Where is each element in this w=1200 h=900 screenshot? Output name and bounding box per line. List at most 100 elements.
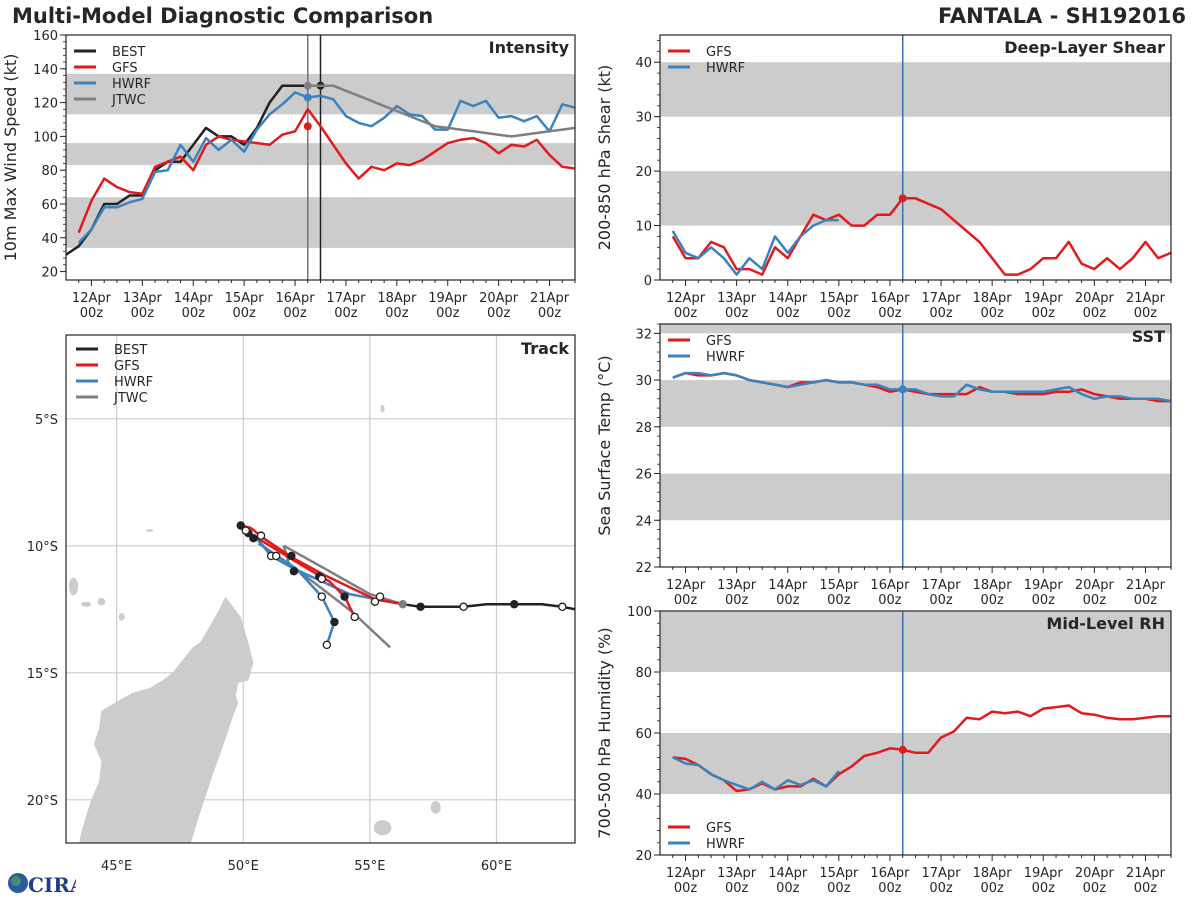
track-point-filled-gfs [340, 592, 349, 601]
panel-title: Intensity [489, 38, 570, 57]
chart-rh: 2040608010012Apr00z13Apr00z14Apr00z15Apr… [595, 605, 1172, 896]
series-line-hwrf [672, 371, 1171, 403]
series-line-jtwc [307, 84, 575, 138]
x-tick-label-date: 19Apr [1024, 578, 1064, 593]
x-tick-label-hour: 00z [878, 593, 902, 608]
x-tick-label-date: 15Apr [819, 291, 859, 306]
land-madagascar [79, 596, 254, 843]
track-point-open-hwrf [271, 551, 281, 561]
track-point-open-gfs [350, 612, 359, 622]
x-tick-label-hour: 00z [980, 306, 1004, 321]
land-island [69, 577, 79, 596]
x-tick-label-hour: 00z [776, 593, 800, 608]
y-tick-label: 120 [33, 97, 58, 112]
legend-label: GFS [706, 334, 732, 349]
x-tick-label-hour: 00z [1134, 881, 1158, 896]
x-tick-label-hour: 00z [827, 306, 851, 321]
x-tick-label-hour: 00z [674, 593, 698, 608]
x-tick-label-hour: 00z [827, 881, 851, 896]
track-point-open-best [241, 526, 251, 535]
track-point-open-best [256, 531, 266, 540]
x-tick-label-hour: 00z [1083, 593, 1107, 608]
shaded-band [660, 473, 1171, 521]
x-tick-label-hour: 00z [776, 881, 800, 896]
series-line-hwrf [672, 756, 840, 791]
shaded-band [660, 324, 1171, 334]
x-tick-label-date: 13Apr [717, 578, 757, 593]
storm-title: FANTALA - SH192016 [937, 4, 1186, 28]
marker-jtwc [303, 81, 312, 90]
track-line-gfs [240, 524, 404, 606]
legend-label: GFS [112, 61, 138, 76]
series-line-hwrf [671, 218, 839, 276]
legend-label: HWRF [114, 375, 153, 390]
x-tick-label-hour: 00z [1134, 593, 1158, 608]
lat-tick-label: 20°S [27, 794, 58, 809]
x-tick-label-hour: 00z [776, 306, 800, 321]
marker-hwrf [303, 93, 312, 102]
series-line-gfs [77, 108, 575, 234]
x-tick-label-hour: 00z [1032, 881, 1056, 896]
series-line-best [66, 84, 321, 256]
land-island [373, 820, 392, 836]
x-tick-label-date: 15Apr [819, 866, 859, 881]
lon-tick-label: 50°E [228, 859, 259, 874]
land-island [430, 801, 441, 814]
x-tick-label-date: 16Apr [276, 291, 316, 306]
x-tick-label-date: 13Apr [717, 291, 757, 306]
panel-title: Deep-Layer Shear [1004, 38, 1165, 57]
legend-label: JTWC [113, 391, 148, 406]
panel-title: Track [521, 339, 569, 358]
series-group [66, 81, 575, 256]
x-tick-label-date: 12Apr [666, 866, 706, 881]
track-point-filled-hwrf [330, 617, 339, 627]
marker-gfs [303, 122, 312, 131]
track-point-open-best [558, 602, 567, 612]
track-point-open-best [459, 602, 468, 612]
x-tick-label-hour: 00z [929, 593, 953, 608]
x-tick-label-date: 14Apr [768, 866, 808, 881]
x-tick-label-hour: 00z [725, 593, 749, 608]
legend-label: HWRF [706, 350, 745, 365]
legend-label: BEST [114, 343, 147, 358]
x-tick-label-hour: 00z [131, 306, 155, 321]
x-tick-label-date: 16Apr [870, 866, 910, 881]
y-tick-label: 30 [635, 111, 652, 126]
legend-label: HWRF [112, 77, 151, 92]
x-tick-label-hour: 00z [929, 881, 953, 896]
x-tick-label-hour: 00z [1083, 881, 1107, 896]
x-tick-label-hour: 00z [878, 306, 902, 321]
y-axis-label: 200-850 hPa Shear (kt) [595, 65, 614, 251]
globe-land-icon [11, 876, 21, 886]
x-tick-label-date: 16Apr [870, 578, 910, 593]
lon-tick-label: 55°E [354, 859, 385, 874]
x-tick-label-date: 12Apr [72, 291, 112, 306]
logo-text: CIRA [28, 873, 76, 896]
x-tick-label-date: 17Apr [922, 866, 962, 881]
y-tick-label: 30 [635, 374, 652, 389]
track-line-jtwc [283, 544, 404, 606]
series-group [671, 194, 1171, 276]
y-tick-label: 140 [33, 63, 58, 78]
x-tick-label-hour: 00z [674, 881, 698, 896]
x-tick-label-date: 12Apr [666, 578, 706, 593]
lat-tick-label: 5°S [35, 413, 58, 428]
y-axis-label: Sea Surface Temp (°C) [595, 355, 614, 535]
x-tick-label-hour: 00z [674, 306, 698, 321]
lon-tick-label: 45°E [101, 859, 132, 874]
map-area [66, 335, 575, 843]
x-tick-label-hour: 00z [1032, 593, 1056, 608]
chart-shear: 01020304012Apr00z13Apr00z14Apr00z15Apr00… [595, 34, 1172, 321]
x-tick-label-date: 18Apr [973, 291, 1013, 306]
chart-intensity: 2040608010012014016012Apr00z13Apr00z14Ap… [1, 29, 576, 321]
series-group [672, 704, 1171, 793]
x-tick-label-hour: 00z [436, 306, 460, 321]
legend-label: GFS [114, 359, 140, 374]
x-tick-label-date: 17Apr [922, 291, 962, 306]
y-tick-label: 22 [635, 561, 652, 576]
x-tick-label-date: 13Apr [123, 291, 163, 306]
x-tick-label-hour: 00z [980, 881, 1004, 896]
y-tick-label: 40 [635, 788, 652, 803]
x-tick-label-date: 12Apr [666, 291, 706, 306]
main-title: Multi-Model Diagnostic Comparison [12, 4, 434, 28]
